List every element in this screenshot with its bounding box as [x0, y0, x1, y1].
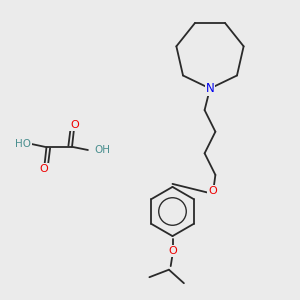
- Text: OH: OH: [94, 145, 110, 155]
- Text: O: O: [168, 246, 177, 256]
- Text: O: O: [70, 120, 79, 130]
- Text: O: O: [208, 185, 217, 196]
- Text: O: O: [40, 164, 49, 174]
- Text: N: N: [206, 82, 214, 95]
- Text: HO: HO: [15, 139, 31, 149]
- Text: H: H: [94, 145, 102, 155]
